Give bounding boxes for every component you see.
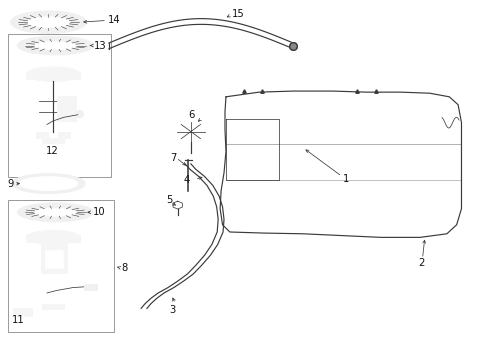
- Text: 1: 1: [342, 174, 348, 184]
- Bar: [57, 96, 76, 121]
- Circle shape: [177, 122, 204, 141]
- Bar: [72, 235, 80, 242]
- Text: 8: 8: [122, 263, 127, 273]
- Text: 14: 14: [108, 15, 121, 26]
- Bar: [26, 235, 34, 242]
- Ellipse shape: [26, 17, 70, 28]
- Bar: [58, 132, 70, 138]
- Bar: [42, 138, 64, 143]
- Text: 15: 15: [232, 9, 244, 19]
- Bar: [83, 284, 97, 291]
- Ellipse shape: [28, 179, 69, 188]
- Ellipse shape: [19, 177, 78, 190]
- Text: 12: 12: [45, 146, 58, 156]
- Ellipse shape: [26, 230, 80, 244]
- Circle shape: [183, 126, 198, 137]
- Ellipse shape: [26, 67, 80, 81]
- Bar: [72, 72, 80, 79]
- Text: 6: 6: [188, 110, 194, 120]
- Ellipse shape: [18, 14, 79, 30]
- Ellipse shape: [25, 206, 85, 219]
- Text: 13: 13: [94, 41, 107, 50]
- Text: 3: 3: [169, 305, 175, 315]
- Text: 4: 4: [183, 175, 189, 185]
- Ellipse shape: [34, 233, 73, 242]
- Bar: [8, 200, 114, 332]
- Bar: [26, 72, 34, 79]
- Ellipse shape: [18, 203, 93, 222]
- Ellipse shape: [33, 208, 77, 216]
- Text: 10: 10: [93, 207, 106, 217]
- Ellipse shape: [33, 41, 77, 49]
- Ellipse shape: [18, 36, 93, 55]
- Ellipse shape: [25, 39, 85, 52]
- Bar: [8, 34, 111, 177]
- Ellipse shape: [34, 69, 73, 79]
- Ellipse shape: [76, 110, 83, 118]
- Ellipse shape: [11, 11, 86, 33]
- Bar: [44, 250, 63, 268]
- Text: 11: 11: [11, 315, 24, 325]
- Bar: [41, 243, 67, 273]
- Bar: [13, 309, 32, 316]
- Text: 9: 9: [7, 179, 14, 189]
- Bar: [36, 132, 48, 138]
- Text: 7: 7: [170, 153, 176, 163]
- Ellipse shape: [12, 174, 85, 193]
- Text: 2: 2: [417, 258, 424, 268]
- Text: 5: 5: [166, 195, 172, 206]
- Bar: [42, 304, 64, 310]
